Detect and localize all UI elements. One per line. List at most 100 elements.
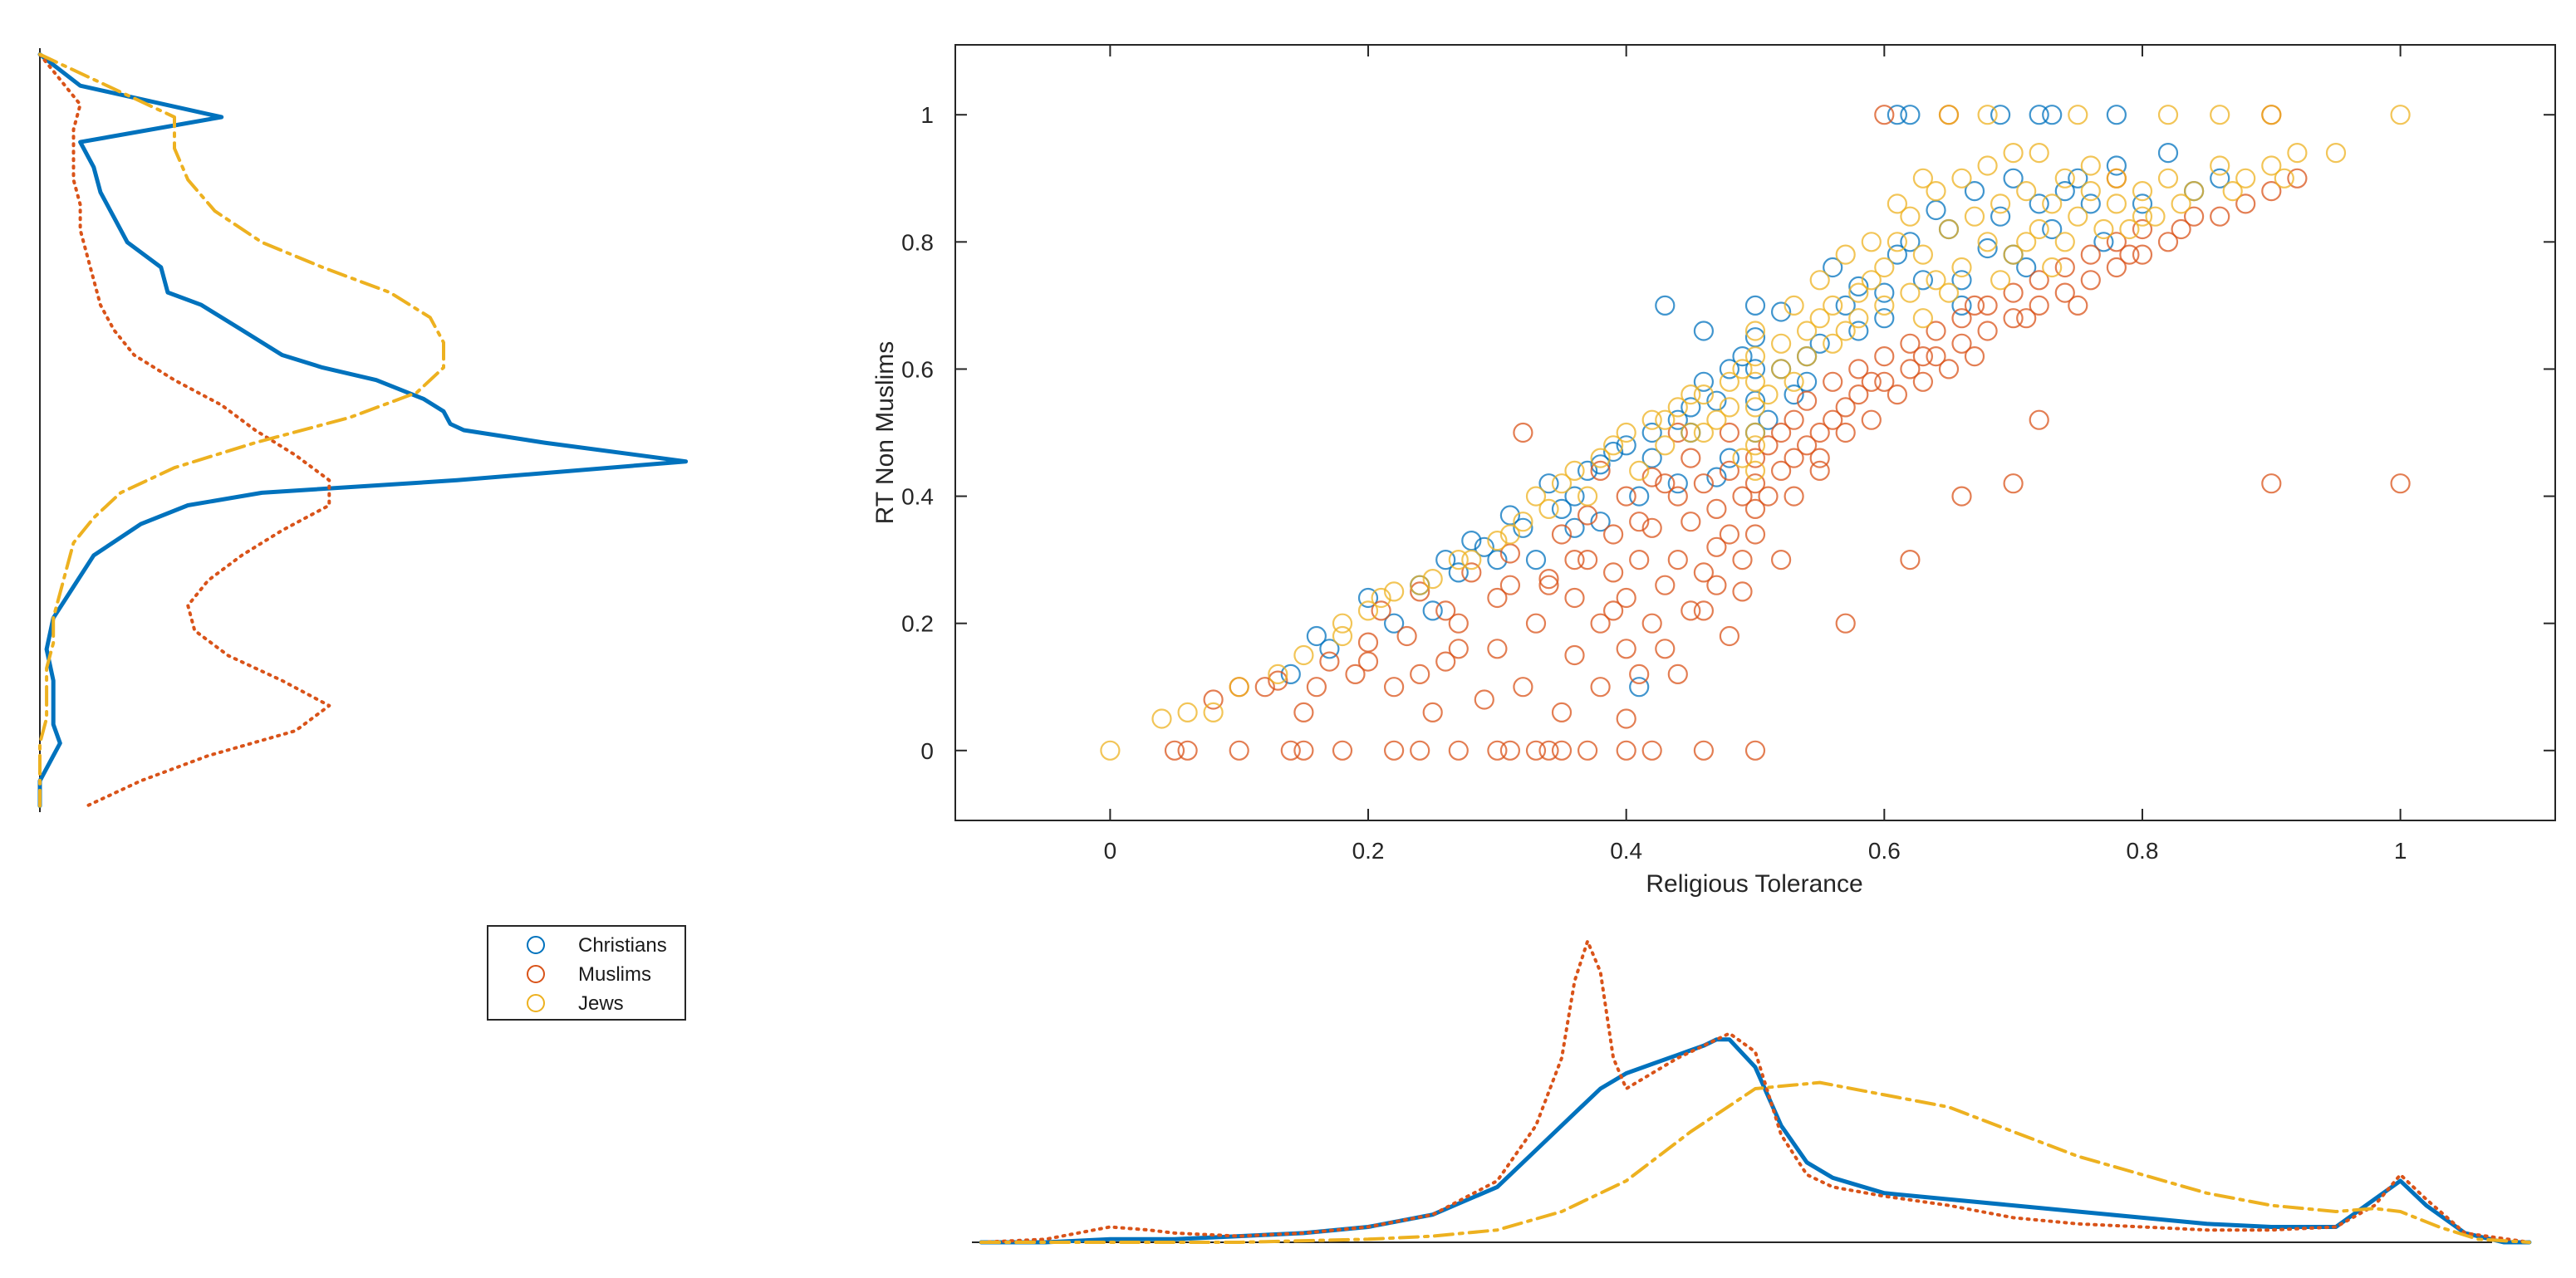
point-christians (2029, 105, 2049, 125)
y-tick-label: 0.8 (901, 229, 934, 255)
point-muslims (1887, 384, 1907, 405)
point-jews (2184, 181, 2205, 202)
point-christians (1848, 321, 1869, 341)
point-muslims (1422, 702, 1443, 723)
point-muslims (2106, 232, 2127, 252)
point-jews (2210, 105, 2230, 125)
point-muslims (1602, 524, 1624, 545)
point-christians (1744, 295, 1766, 316)
point-jews (1784, 371, 1804, 392)
left-density-muslims (38, 52, 331, 808)
point-christians (1951, 270, 1972, 291)
legend-label-muslims: Muslims (578, 963, 651, 986)
point-jews (2325, 143, 2347, 164)
point-jews (1771, 359, 1792, 379)
point-muslims (1641, 467, 1662, 487)
point-jews (1784, 295, 1804, 316)
point-muslims (1293, 740, 1314, 761)
point-muslims (1809, 422, 1830, 443)
point-jews (2016, 181, 2037, 202)
point-jews (2274, 168, 2294, 189)
point-muslims (1435, 651, 1456, 672)
point-jews (1900, 206, 1921, 227)
point-jews (1177, 702, 1198, 723)
point-muslims (1848, 384, 1869, 405)
point-jews (1744, 346, 1766, 367)
point-muslims (1590, 677, 1611, 698)
point-christians (1525, 549, 1547, 570)
point-christians (1887, 105, 1907, 125)
point-jews (2235, 168, 2256, 189)
point-muslims (1164, 740, 1185, 761)
point-muslims (1602, 600, 1624, 621)
x-tick-label: 0.2 (1352, 838, 1385, 864)
point-jews (1719, 397, 1739, 418)
point-jews (1693, 422, 1714, 443)
axis-ticks: 0 0.2 0.4 0.6 0.8 1 0 0.2 0.4 0.6 0.8 1 (901, 45, 2555, 864)
point-muslims (1874, 105, 1895, 125)
point-christians (1693, 371, 1714, 392)
point-muslims (1641, 613, 1662, 634)
point-jews (2157, 168, 2179, 189)
point-muslims (1771, 422, 1792, 443)
point-christians (1577, 460, 1598, 482)
point-jews (2132, 181, 2153, 202)
point-muslims (1797, 435, 1818, 456)
point-muslims (1513, 422, 1533, 443)
point-muslims (1951, 486, 1972, 507)
point-jews (1422, 568, 1443, 590)
y-tick-label: 0.6 (901, 356, 934, 382)
point-jews (1641, 409, 1662, 430)
point-muslims (2171, 218, 2191, 240)
point-christians (1513, 517, 1533, 538)
point-christians (1383, 613, 1405, 634)
point-christians (1719, 359, 1739, 379)
point-jews (1977, 155, 1998, 176)
point-muslims (1823, 371, 1843, 392)
point-jews (1861, 232, 1882, 252)
point-christians (1887, 244, 1907, 265)
y-tick-label: 0.4 (901, 484, 934, 510)
point-muslims (1706, 536, 1727, 557)
point-jews (1383, 581, 1405, 602)
point-muslims (1396, 625, 1417, 647)
point-muslims (1564, 644, 1585, 666)
point-muslims (1551, 524, 1573, 545)
point-jews (1332, 625, 1353, 647)
point-christians (1784, 384, 1804, 405)
point-jews (1371, 587, 1391, 609)
point-jews (1616, 422, 1636, 443)
point-christians (1306, 625, 1327, 647)
point-muslims (1681, 512, 1701, 532)
point-jews (2157, 105, 2179, 125)
point-jews (1926, 181, 1946, 202)
point-jews (2390, 105, 2411, 125)
point-muslims (2003, 308, 2024, 329)
point-jews (1771, 333, 1792, 354)
point-jews (1732, 448, 1753, 468)
point-muslims (1461, 562, 1482, 583)
point-muslims (1874, 371, 1895, 392)
point-muslims (1293, 702, 1314, 723)
point-muslims (1732, 581, 1753, 602)
point-muslims (1435, 600, 1456, 621)
point-christians (1874, 282, 1895, 303)
point-christians (2003, 168, 2024, 189)
point-muslims (1629, 549, 1650, 570)
point-muslims (2054, 257, 2075, 278)
point-muslims (1951, 333, 1972, 354)
bottom-density-panel (972, 939, 2532, 1245)
point-christians (1990, 105, 2011, 125)
x-tick-label: 0 (1104, 838, 1117, 864)
point-jews (1744, 321, 1766, 341)
left-density-jews (38, 52, 445, 808)
point-jews (1357, 600, 1379, 621)
point-muslims (1641, 517, 1662, 538)
point-muslims (1655, 473, 1676, 494)
point-jews (2222, 181, 2243, 202)
point-jews (1551, 473, 1573, 494)
y-axis-label: RT Non Muslims (871, 341, 899, 525)
point-jews (1887, 232, 1907, 252)
point-muslims (1744, 473, 1766, 494)
point-muslims (1499, 575, 1521, 595)
